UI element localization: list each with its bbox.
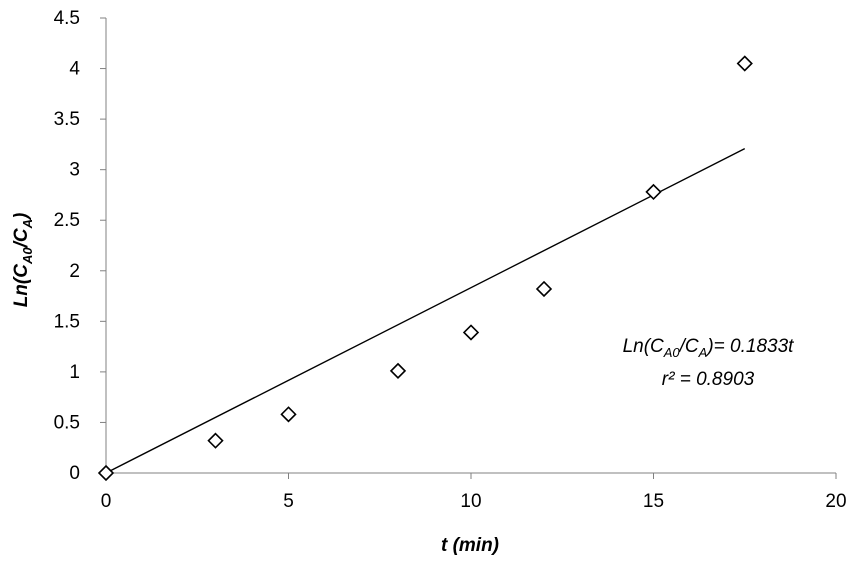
axes — [100, 17, 837, 479]
x-tick-labels: 0 5 10 15 20 — [101, 491, 847, 512]
data-point-marker — [645, 183, 662, 201]
y-tick-label: 4 — [69, 59, 80, 80]
y-tick-label: 2.5 — [54, 210, 80, 231]
data-point-marker — [535, 280, 553, 298]
y-tick-label: 3.5 — [54, 109, 80, 130]
y-tick-label: 3 — [69, 160, 80, 181]
x-tick-label: 10 — [460, 491, 481, 512]
trendline-equation: Ln(CA0/CA)= 0.1833t — [623, 336, 795, 360]
x-tick-label: 0 — [101, 491, 112, 512]
data-point-marker — [462, 324, 480, 341]
data-point-marker — [389, 362, 407, 380]
y-tick-label: 2 — [69, 261, 80, 282]
y-tick-label: 0.5 — [54, 412, 80, 433]
x-tick-label: 15 — [643, 491, 664, 512]
y-tick-label: 1 — [69, 362, 80, 383]
data-point-marker — [97, 464, 115, 482]
r-squared-label: r² = 0.8903 — [662, 369, 755, 390]
data-point-marker — [207, 432, 224, 449]
data-points — [97, 55, 753, 482]
trendline-group — [105, 148, 746, 474]
y-tick-label: 0 — [69, 463, 80, 484]
trendline — [105, 148, 746, 474]
y-tick-label: 1.5 — [54, 311, 80, 332]
y-axis-title: Ln(CA0/CA) — [11, 213, 35, 308]
x-tick-label: 20 — [825, 491, 846, 512]
y-tick-labels: 0 0.5 1 1.5 2 2.5 3 3.5 4 4.5 — [54, 8, 81, 484]
x-axis-title: t (min) — [441, 535, 499, 556]
x-tick-label: 5 — [283, 491, 294, 512]
y-tick-label: 4.5 — [54, 8, 80, 29]
data-point-marker — [280, 406, 297, 423]
data-point-marker — [736, 55, 753, 72]
